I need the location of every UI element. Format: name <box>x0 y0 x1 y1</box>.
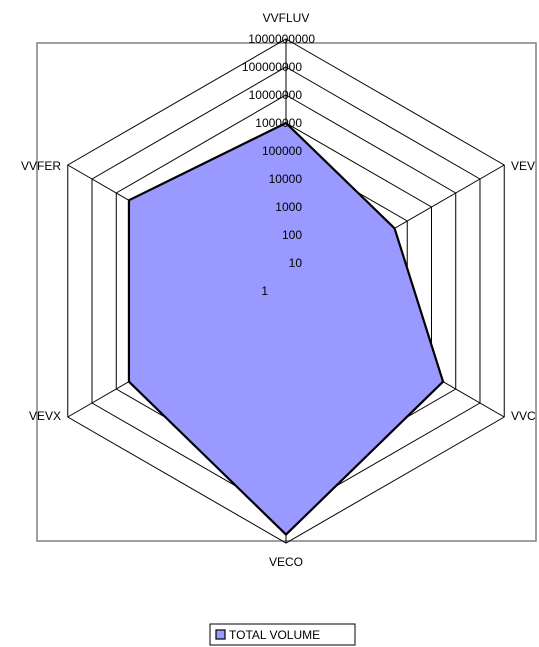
tick-label-1000: 1000 <box>275 200 302 214</box>
category-label-vevx: VEVX <box>29 409 61 423</box>
legend: TOTAL VOLUME <box>209 623 356 646</box>
tick-label-10000: 10000 <box>269 172 303 186</box>
category-labels: VVFLUV VEV VVC VECO VEVX VVFER <box>21 11 536 569</box>
category-label-vvfer: VVFER <box>21 159 61 173</box>
legend-box <box>209 623 356 646</box>
tick-label-10: 10 <box>289 256 303 270</box>
legend-label-total-volume: TOTAL VOLUME <box>229 628 320 642</box>
category-label-vvcx: VVC <box>511 409 536 423</box>
legend-swatch-total-volume <box>215 629 226 640</box>
tick-label-1000000: 1000000 <box>255 116 302 130</box>
tick-label-100000: 100000 <box>262 144 302 158</box>
category-label-vevl: VEV <box>511 159 535 173</box>
tick-label-100: 100 <box>282 228 302 242</box>
tick-label-100000000: 100000000 <box>242 60 302 74</box>
tick-label-1: 1 <box>261 284 268 298</box>
category-label-veco: VECO <box>269 555 303 569</box>
tick-label-10000000: 10000000 <box>249 88 303 102</box>
tick-label-1000000000: 1000000000 <box>248 32 315 46</box>
radar-series <box>127 121 445 537</box>
radial-tick-labels: 1 10 100 1000 10000 100000 1000000 10000000 1000… <box>242 32 315 298</box>
category-label-vvfluv: VVFLUV <box>263 11 310 25</box>
